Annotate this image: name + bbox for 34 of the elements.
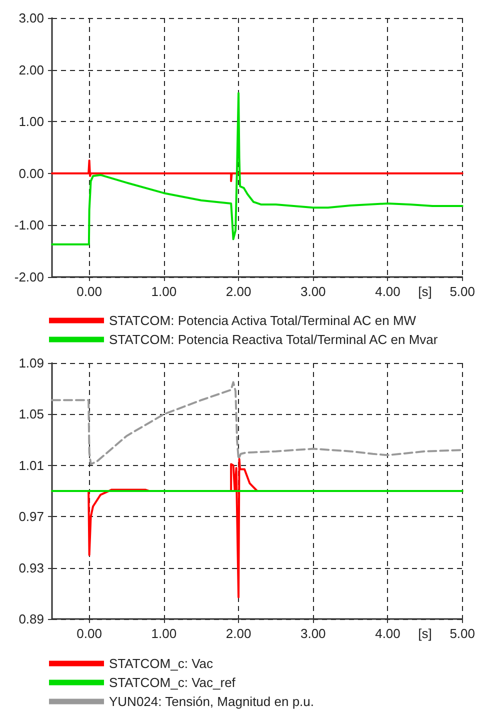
- x-tick-label: 2.00: [226, 626, 252, 641]
- y-tick-label: 1.09: [18, 356, 44, 370]
- x-tick-label: 4.00: [375, 284, 400, 299]
- x-tick-label: 0.00: [76, 284, 102, 299]
- x-tick-label: 0.00: [76, 626, 102, 641]
- y-tick-label: 1.01: [18, 458, 44, 473]
- y-tick-label: 0.97: [18, 509, 44, 524]
- x-tick-label: 5.00: [450, 284, 476, 299]
- y-tick-label: 0.89: [18, 612, 44, 626]
- legend-label: YUN024: Tensión, Magnitud en p.u.: [109, 694, 314, 709]
- y-tick-label: 1.05: [18, 406, 44, 422]
- y-tick-label: -1.00: [14, 218, 44, 233]
- x-tick-label: 5.00: [450, 626, 476, 641]
- y-tick-label: 0.93: [18, 560, 44, 576]
- y-tick-label: 0.00: [18, 166, 44, 181]
- x-axis-title: [s]: [418, 284, 432, 299]
- y-tick-label: 1.00: [18, 114, 44, 130]
- legend-label: STATCOM: Potencia Reactiva Total/Terminal AC en Mvar: [109, 332, 438, 347]
- x-tick-label: 3.00: [300, 626, 326, 641]
- y-tick-label: 2.00: [18, 62, 44, 78]
- legend-label: STATCOM_c: Vac_ref: [109, 675, 236, 690]
- line-series: [51, 92, 464, 246]
- legend-label: STATCOM: Potencia Activa Total/Terminal AC en MW: [109, 313, 417, 328]
- x-tick-label: 1.00: [151, 284, 177, 299]
- x-tick-label: 2.00: [226, 284, 252, 299]
- y-tick-label: -2.00: [14, 270, 44, 284]
- line-series: [51, 159, 464, 182]
- y-tick-label: 3.00: [18, 10, 44, 26]
- x-axis-title: [s]: [418, 626, 432, 641]
- line-series: [51, 381, 464, 466]
- x-tick-label: 4.00: [375, 626, 400, 641]
- x-tick-label: 1.00: [151, 626, 177, 641]
- legend-label: STATCOM_c: Vac: [109, 656, 214, 671]
- x-tick-label: 3.00: [300, 284, 326, 299]
